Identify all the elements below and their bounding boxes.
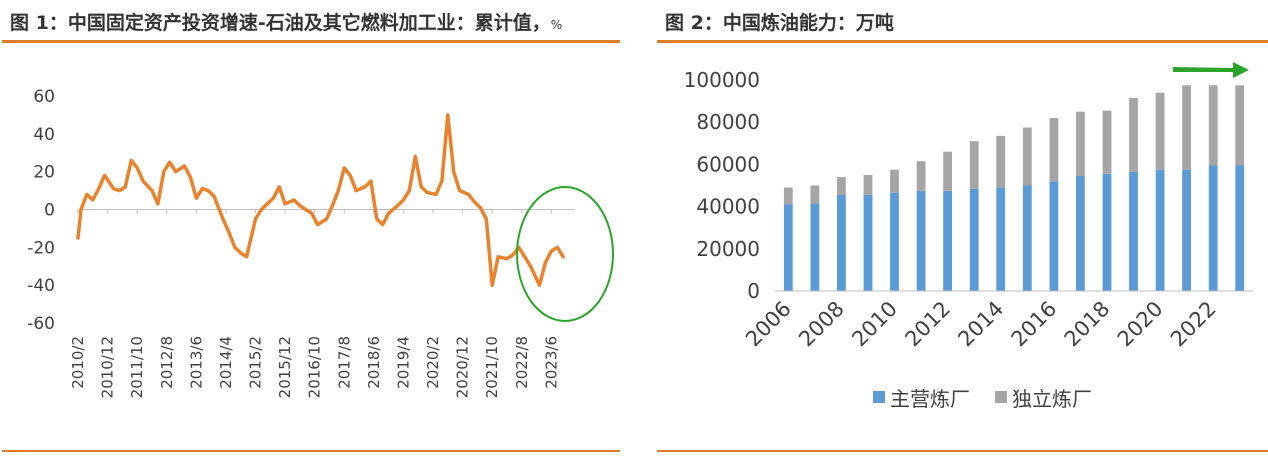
chart2-plot: 1000008000060000400002000002006200820102… [684, 62, 1253, 411]
x-tick-label: 2008 [794, 297, 849, 352]
x-tick-label: 2011/10 [128, 336, 146, 398]
x-tick-label: 2022/8 [513, 336, 531, 389]
x-tick-label: 2016/10 [306, 336, 324, 398]
x-tick-label: 2016 [1007, 297, 1062, 352]
y-tick-label: 60 [33, 87, 55, 107]
bar-independent-refinery [996, 135, 1006, 188]
x-tick-label: 2006 [741, 297, 796, 352]
highlight-ellipse [516, 186, 614, 322]
x-tick-label: 2020 [1113, 297, 1168, 352]
x-tick-label: 2012 [900, 297, 955, 352]
bar-independent-refinery [1235, 85, 1245, 166]
bar-independent-refinery [1076, 111, 1085, 177]
x-tick-label: 2012/8 [158, 336, 176, 389]
bar-main-refinery [916, 190, 926, 291]
bar-main-refinery [783, 204, 793, 291]
x-tick-label: 2020/2 [424, 336, 442, 389]
series-line [76, 113, 565, 287]
bar-independent-refinery [863, 174, 873, 195]
chart1-plot: 60 40 20 0 -20 -40 -60 2010/2 2010/12 2011/10 2012… [27, 87, 614, 398]
bar-independent-refinery [916, 161, 926, 191]
bar-independent-refinery [969, 141, 979, 189]
bar-independent-refinery [890, 169, 899, 193]
x-tick-label: 2010 [847, 297, 902, 352]
bar-main-refinery [1155, 169, 1165, 291]
bar-independent-refinery [1022, 127, 1032, 186]
y-tick-label: -60 [27, 314, 55, 334]
bar-independent-refinery [837, 177, 846, 195]
bottom-rule [2, 450, 620, 452]
y-tick-label: 20 [33, 163, 55, 183]
bar-main-refinery [969, 188, 979, 291]
x-tick-label: 2014 [953, 297, 1008, 352]
trend-arrow [1173, 62, 1249, 78]
x-tick-label: 2015/12 [276, 336, 294, 398]
legend-swatch [873, 391, 885, 403]
x-tick-label: 2023/6 [542, 336, 560, 389]
bar-main-refinery [1022, 185, 1032, 291]
bar-main-refinery [890, 192, 899, 291]
bar-main-refinery [1182, 169, 1191, 291]
bar-independent-refinery [1155, 92, 1165, 170]
y-tick-label: 20000 [696, 237, 760, 261]
x-tick-label: 2010/12 [99, 336, 117, 398]
x-tick-label: 2018 [1060, 297, 1115, 352]
bar-main-refinery [810, 203, 820, 291]
y-tick-label: 100000 [684, 68, 760, 92]
bar-main-refinery [943, 190, 952, 291]
chart2-title: 图 2：中国炼油能力：万吨 [665, 12, 894, 34]
y-tick-label: 80000 [696, 110, 760, 134]
y-tick-label: -40 [27, 276, 55, 296]
x-tick-label: 2013/6 [187, 336, 205, 389]
title-rule [657, 40, 1268, 43]
bar-main-refinery [996, 187, 1006, 291]
bar-main-refinery [863, 195, 873, 291]
x-tick-label: 2015/2 [247, 336, 265, 389]
bar-main-refinery [1208, 165, 1218, 291]
bar-independent-refinery [1102, 110, 1112, 174]
bar-main-refinery [1049, 181, 1059, 291]
y-tick-label: 40000 [696, 195, 760, 219]
bar-independent-refinery [1049, 118, 1059, 182]
bar-main-refinery [1235, 165, 1245, 291]
y-tick-label: -20 [27, 238, 55, 258]
x-tick-label: 2014/4 [217, 336, 235, 389]
x-tick-label: 2019/4 [394, 336, 412, 389]
chart-panel-capacity: 图 2：中国炼油能力：万吨 100000 80000 60000 40000 20000… [655, 0, 1268, 456]
chart-panel-investment: 图 1：中国固定资产投资增速-石油及其它燃料加工业：累计值，% 60 40 20 0 -… [0, 0, 622, 456]
bar-main-refinery [1129, 171, 1138, 291]
bar-independent-refinery [1129, 97, 1138, 172]
y-tick-label: 0 [747, 279, 760, 303]
x-tick-label: 2020/12 [454, 336, 472, 398]
x-tick-label: 2021/10 [483, 336, 501, 398]
bar-main-refinery [837, 195, 846, 291]
legend-swatch [995, 391, 1007, 403]
bar-independent-refinery [1182, 85, 1191, 170]
y-tick-label: 0 [44, 201, 55, 221]
x-tick-label: 2018/6 [365, 336, 383, 389]
legend-label: 独立炼厂 [1012, 387, 1092, 411]
title-rule [2, 40, 620, 43]
y-tick-label: 40 [33, 125, 55, 145]
bar-independent-refinery [810, 185, 820, 204]
x-tick-label: 2010/2 [69, 336, 87, 389]
legend-label: 主营炼厂 [890, 387, 970, 411]
bar-independent-refinery [943, 151, 952, 191]
bar-independent-refinery [783, 187, 793, 205]
bar-main-refinery [1076, 176, 1085, 291]
bar-independent-refinery [1208, 85, 1218, 166]
x-tick-label: 2022 [1166, 297, 1221, 352]
chart1-title: 图 1：中国固定资产投资增速-石油及其它燃料加工业：累计值，% [10, 12, 563, 34]
bottom-rule [657, 450, 1268, 452]
x-tick-label: 2017/8 [335, 336, 353, 389]
y-tick-label: 60000 [696, 152, 760, 176]
bar-main-refinery [1102, 173, 1112, 291]
